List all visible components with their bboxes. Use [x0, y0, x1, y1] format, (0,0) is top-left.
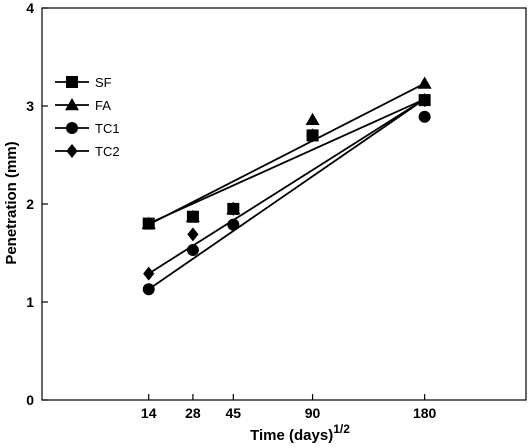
- marker-tc1: [418, 110, 431, 123]
- marker-fa: [141, 216, 156, 229]
- x-axis-title-main: Time (days): [250, 427, 333, 444]
- marker-fa: [417, 76, 432, 89]
- x-axis-title: Time (days)1/2: [250, 422, 350, 444]
- x-tick-label: 14: [141, 405, 157, 421]
- y-axis-title: Penetration (mm): [3, 141, 20, 264]
- x-axis-ticks: 14 28 45 90 180: [141, 394, 437, 421]
- marker-tc2: [227, 201, 239, 216]
- marker-tc1: [227, 218, 240, 231]
- fit-line-sf: [148, 98, 426, 225]
- legend-marker: [66, 122, 78, 134]
- y-tick-label: 1: [26, 294, 34, 310]
- legend-label: TC2: [95, 144, 120, 159]
- y-tick-label: 0: [26, 392, 34, 408]
- legend-label: TC1: [95, 121, 120, 136]
- x-axis-title-superscript: 1/2: [333, 422, 350, 436]
- y-tick-label: 2: [26, 196, 34, 212]
- x-tick-label: 180: [413, 405, 437, 421]
- legend-item-tc1: TC1: [55, 121, 120, 136]
- legend-marker: [66, 76, 78, 88]
- legend-marker: [66, 144, 78, 158]
- data-markers: [141, 76, 432, 296]
- legend-label: FA: [95, 98, 111, 113]
- fit-line-tc1: [148, 98, 426, 291]
- legend-item-fa: FA: [55, 98, 111, 113]
- marker-tc2: [143, 266, 155, 281]
- y-tick-label: 3: [26, 98, 34, 114]
- x-tick-label: 90: [305, 405, 321, 421]
- marker-tc1: [186, 244, 199, 257]
- y-axis-ticks: 0 1 2 3 4: [26, 0, 48, 408]
- legend: SF FA TC1 TC2: [55, 75, 120, 159]
- legend-item-sf: SF: [55, 75, 112, 90]
- marker-tc1: [142, 283, 155, 296]
- marker-tc2: [419, 93, 431, 108]
- marker-fa: [185, 209, 200, 222]
- legend-marker: [65, 98, 79, 111]
- x-tick-label: 45: [226, 405, 242, 421]
- legend-item-tc2: TC2: [55, 144, 120, 159]
- fit-line-fa: [148, 82, 426, 226]
- marker-tc2: [306, 128, 319, 143]
- legend-label: SF: [95, 75, 112, 90]
- y-tick-label: 4: [26, 0, 34, 16]
- x-tick-label: 28: [185, 405, 201, 421]
- marker-fa: [305, 112, 320, 125]
- marker-tc2: [187, 227, 199, 242]
